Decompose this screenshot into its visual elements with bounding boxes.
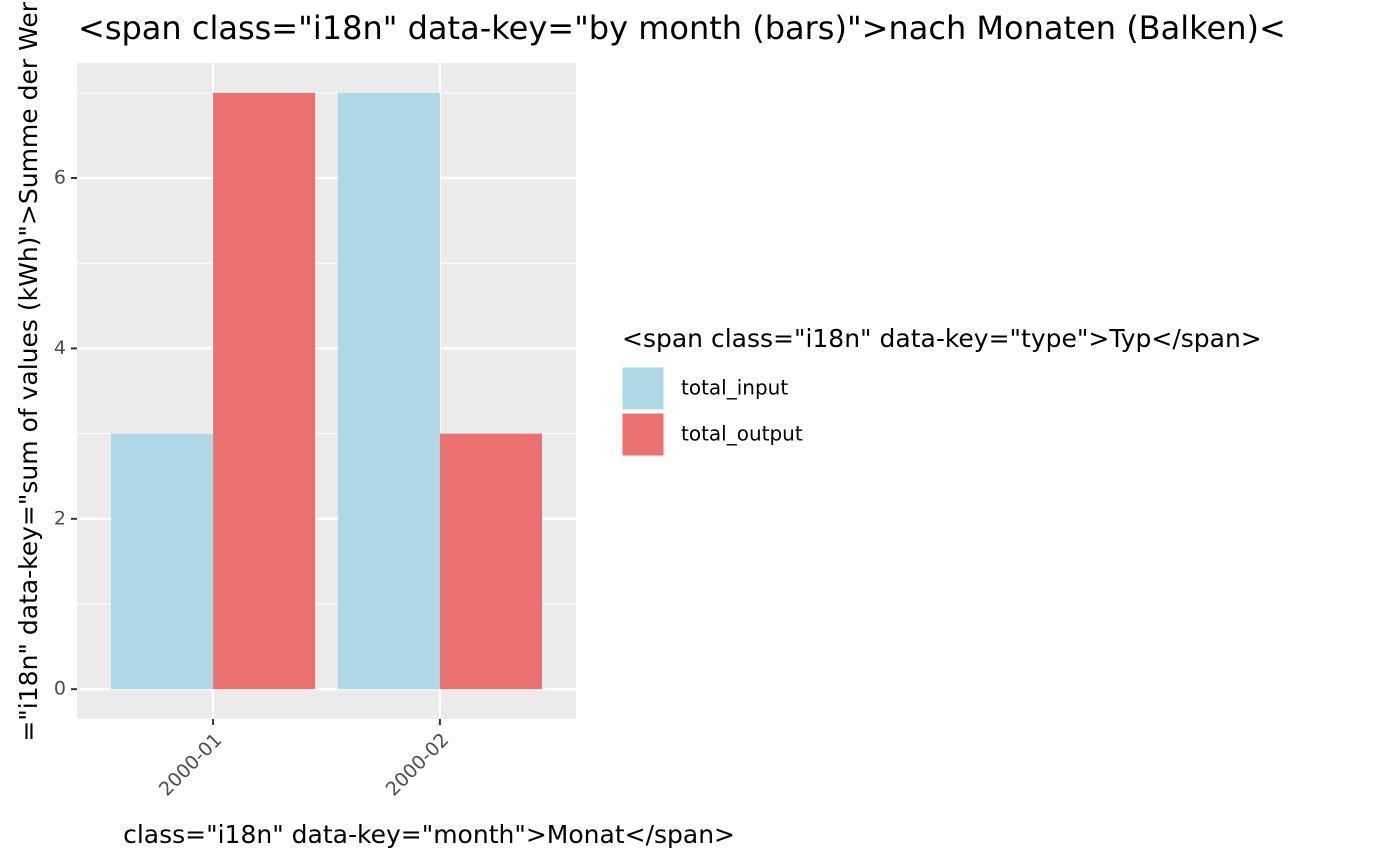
y-axis-label: ="i18n" data-key="sum of values (kWh)">S… (14, 1, 43, 741)
y-tick-label: 2 (54, 507, 66, 529)
x-tick-label: 2000-02 (382, 729, 454, 801)
y-tick-label: 4 (54, 337, 66, 359)
chart-title: <span class="i18n" data-key="by month (b… (78, 9, 1286, 47)
legend-title: <span class="i18n" data-key="type">Typ</… (622, 324, 1262, 353)
bar (111, 433, 214, 690)
legend-label: total_output (681, 422, 803, 446)
legend-label: total_input (681, 376, 788, 400)
legend-key (621, 366, 665, 411)
x-axis-label: class="i18n" data-key="month">Monat</spa… (123, 820, 735, 849)
x-tick-label: 2000-01 (155, 729, 227, 801)
legend-key (621, 412, 665, 457)
bar (213, 92, 316, 690)
bar (337, 92, 440, 690)
y-tick-label: 0 (54, 678, 66, 700)
bar (439, 433, 542, 690)
y-tick-label: 6 (54, 167, 66, 189)
